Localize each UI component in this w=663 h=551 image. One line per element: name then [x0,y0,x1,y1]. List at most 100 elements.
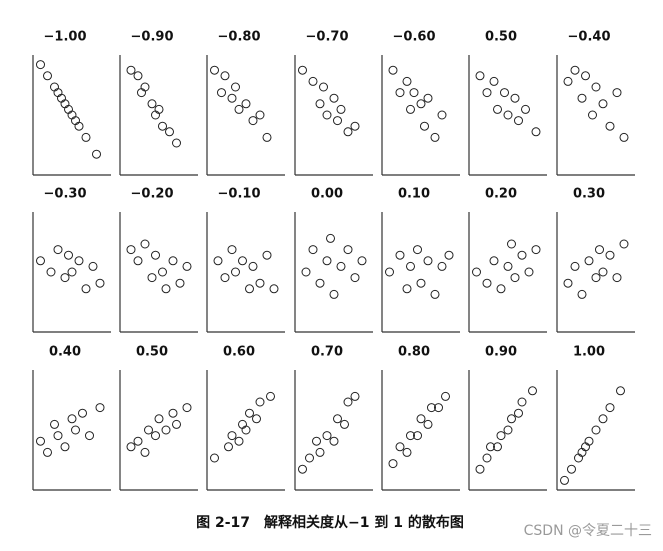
panel-title: −0.30 [44,187,87,202]
scatter-point [336,104,346,114]
scatter-point [577,93,587,103]
panel-title: 0.00 [311,187,343,202]
panel-title: −0.90 [131,30,174,45]
scatter-point [315,447,325,457]
scatter-point [489,76,499,86]
scatter-point [329,93,339,103]
scatter-point [584,436,594,446]
panel-title: 1.00 [573,345,605,360]
panel-title: −1.00 [44,30,87,45]
scatter-point [308,76,318,86]
scatter-point [416,99,426,109]
scatter-point [60,442,70,452]
scatter-point [46,267,56,277]
scatter-point [567,464,576,474]
scatter-point [598,99,608,109]
scatter-point [227,245,237,255]
scatter-point [612,273,622,283]
panel-title: 0.90 [485,345,517,360]
scatter-point [262,250,272,260]
scatter-point [413,245,422,255]
scatter-point [154,414,164,424]
scatter-point [430,289,440,299]
scatter-point [343,127,353,137]
scatter-point [140,447,150,457]
scatter-point [340,419,349,429]
scatter-point [165,127,174,137]
scatter-point [133,436,143,446]
scatter-point [144,425,153,435]
scatter-point [210,453,219,463]
scatter-point [67,414,77,424]
scatter-point [493,104,502,114]
scatter-point [227,93,237,103]
scatter-point [517,250,527,260]
scatter-point [234,104,244,114]
scatter-point [78,408,87,418]
panel-title: 0.70 [311,345,343,360]
scatter-point [521,104,530,114]
scatter-point [507,239,516,249]
scatter-point [605,403,615,413]
scatter-point [43,447,52,457]
scatter-point [245,284,254,294]
scatter-point [269,284,279,294]
scatter-point [598,267,608,277]
scatter-point [616,386,625,396]
scatter-point [605,250,615,260]
panel-title: 0.30 [573,187,605,202]
scatter-point [154,104,164,114]
scatter-point [168,408,178,418]
scatter-point [514,408,523,418]
panel-title: 0.40 [49,345,81,360]
scatter-point [595,245,604,255]
scatter-point [217,88,226,98]
panel-title: −0.70 [306,30,349,45]
scatter-point [175,278,185,288]
scatter-point [385,267,394,277]
scatter-point [406,104,415,114]
scatter-point [388,459,398,469]
scatter-point [133,256,143,266]
scatter-point [563,76,573,86]
scatter-point [95,403,105,413]
scatter-point [238,256,247,266]
scatter-point [172,419,181,429]
scatter-point [151,250,160,260]
scatter-point [395,442,405,452]
scatter-point [298,464,307,474]
scatter-point [315,99,325,109]
scatter-point [298,65,307,75]
scatter-point [43,71,52,81]
scatter-point [475,71,485,81]
scatter-point [312,436,321,446]
scatter-point [322,256,332,266]
panel-title: −0.10 [218,187,261,202]
scatter-point [262,132,272,142]
scatter-point [437,110,447,120]
scatter-point [60,273,70,283]
scatter-point [489,256,499,266]
scatter-point [343,397,353,407]
scatter-point [36,60,45,70]
scatter-point [220,71,230,81]
scatter-point [500,88,509,98]
scatter-point [329,289,339,299]
scatter-point [482,453,492,463]
scatter-point [350,121,360,131]
scatter-point [510,273,520,283]
scatter-point [560,475,569,485]
scatter-point [266,391,275,401]
scatter-point [71,425,80,435]
scatter-point [140,82,150,92]
scatter-point [322,110,332,120]
scatter-point [514,116,523,126]
scatter-point [402,284,412,294]
scatter-point [402,447,412,457]
scatter-point [161,425,171,435]
scatter-point [531,127,541,137]
scatter-point [326,233,335,243]
caption: 图 2-17 解释相关度从−1 到 1 的散布图 [196,514,464,531]
scatter-point [74,256,84,266]
scatter-point [581,71,590,81]
